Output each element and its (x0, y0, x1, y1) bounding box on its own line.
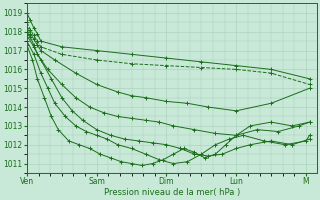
X-axis label: Pression niveau de la mer( hPa ): Pression niveau de la mer( hPa ) (104, 188, 240, 197)
